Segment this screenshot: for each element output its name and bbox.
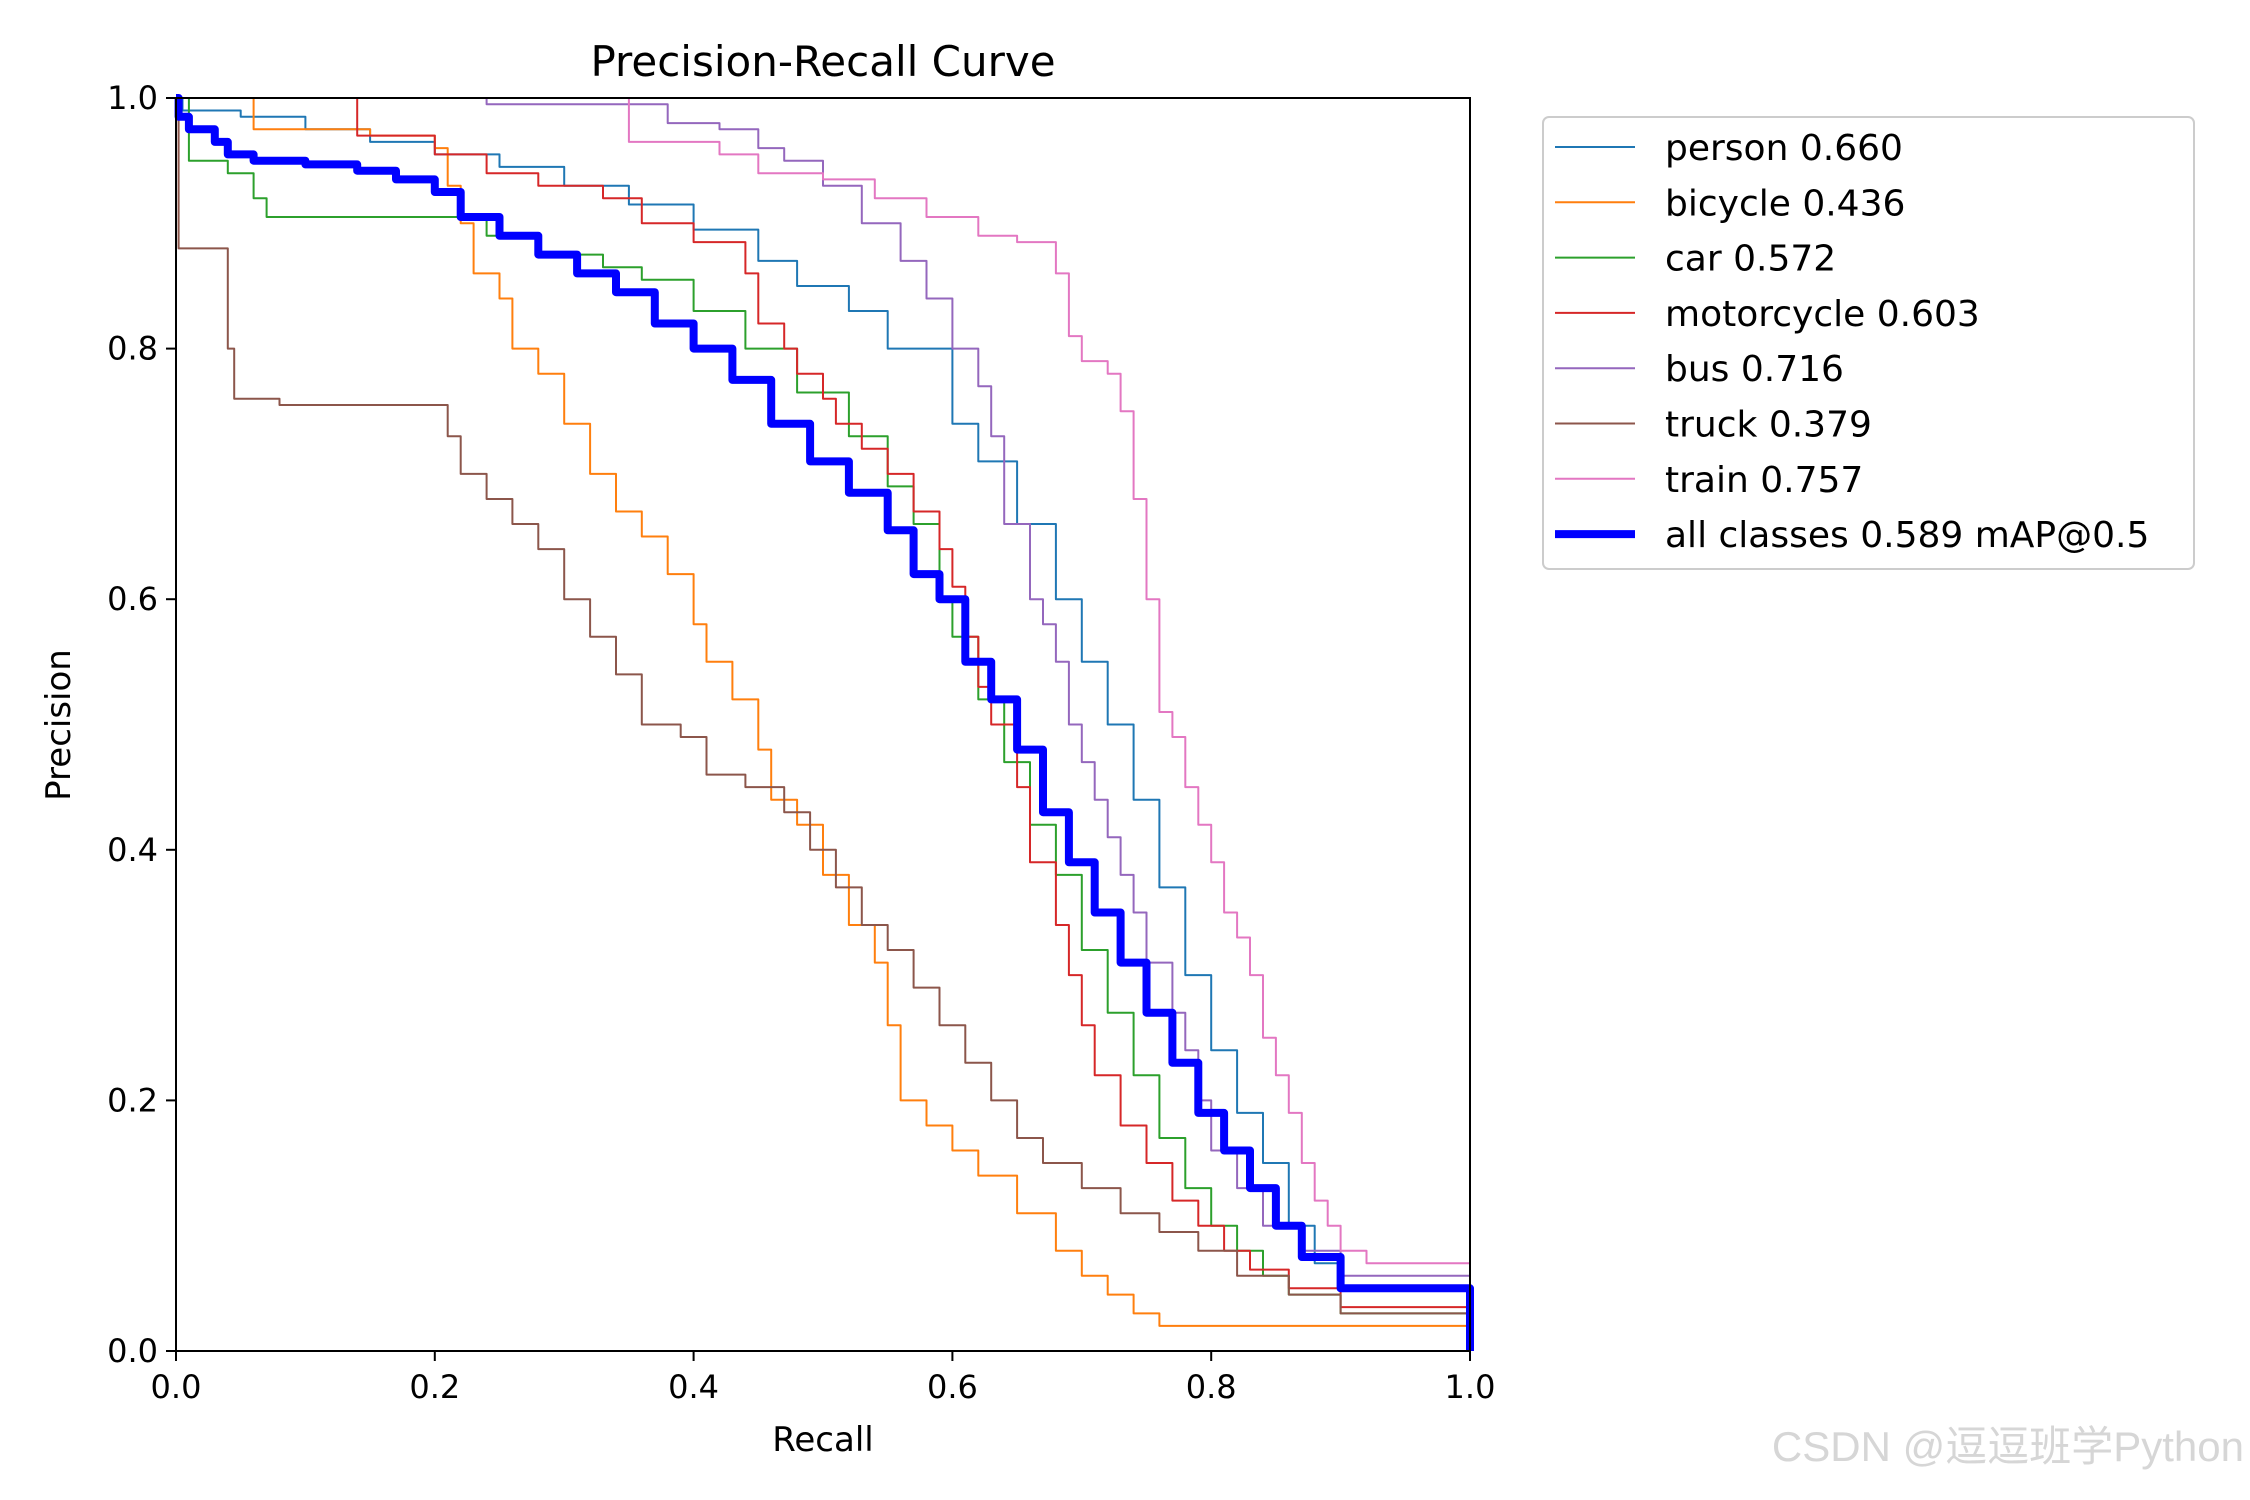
- x-axis: 0.0 0.2 0.4 0.6 0.8 1.0: [151, 1351, 1496, 1406]
- series-line-bicycle: [176, 97, 1471, 1351]
- y-axis: 0.0 0.2 0.4 0.6 0.8 1.0: [107, 79, 176, 1370]
- x-tick-label: 1.0: [1445, 1368, 1496, 1406]
- x-tick-label: 0.8: [1186, 1368, 1237, 1406]
- series-line-all-classes: [174, 94, 1474, 1351]
- x-tick-label: 0.4: [668, 1368, 719, 1406]
- plot-frame: [175, 97, 1471, 1352]
- legend-label-motorcycle: motorcycle 0.603: [1665, 294, 1980, 335]
- chart-title: Precision-Recall Curve: [590, 37, 1055, 86]
- legend-label-person: person 0.660: [1665, 128, 1903, 169]
- y-tick-label: 1.0: [107, 79, 158, 117]
- legend: person 0.660 bicycle 0.436 car 0.572 motorc…: [1542, 116, 2195, 570]
- y-tick-label: 0.2: [107, 1081, 158, 1119]
- legend-label-bicycle: bicycle 0.436: [1665, 183, 1905, 224]
- y-tick-label: 0.6: [107, 580, 158, 618]
- series-layer: [174, 94, 1474, 1351]
- legend-box: [1542, 116, 2195, 570]
- legend-label-bus: bus 0.716: [1665, 349, 1844, 390]
- legend-label-all-classes: all classes 0.589 mAP@0.5: [1665, 515, 2149, 556]
- legend-label-car: car 0.572: [1665, 239, 1836, 280]
- y-tick-label: 0.4: [107, 831, 158, 869]
- watermark: CSDN @逗逗班学Python: [1771, 1423, 2244, 1470]
- series-line-truck: [176, 97, 1471, 1351]
- y-tick-label: 0.8: [107, 330, 158, 368]
- series-line-bus: [485, 98, 1471, 1351]
- legend-label-train: train 0.757: [1665, 460, 1863, 501]
- x-tick-label: 0.2: [409, 1368, 460, 1406]
- y-tick-label: 0.0: [107, 1332, 158, 1370]
- series-line-train: [627, 98, 1471, 1351]
- y-axis-label: Precision: [39, 649, 79, 801]
- x-tick-label: 0.0: [151, 1368, 202, 1406]
- legend-label-truck: truck 0.379: [1665, 405, 1872, 446]
- x-axis-label: Recall: [772, 1420, 873, 1460]
- series-line-motorcycle: [344, 97, 1471, 1351]
- x-tick-label: 0.6: [927, 1368, 978, 1406]
